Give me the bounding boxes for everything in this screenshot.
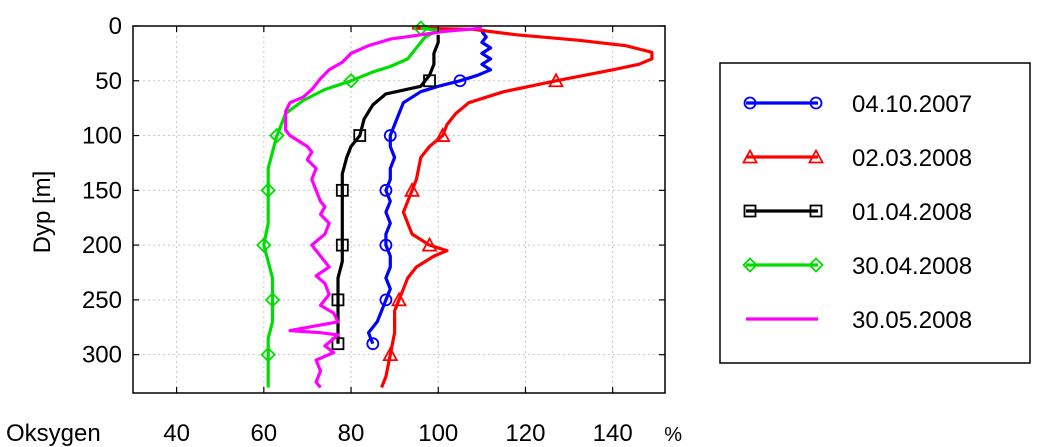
series-line: [336, 34, 440, 344]
legend-marker: [809, 96, 823, 110]
series-marker: [353, 129, 367, 142]
series-marker: [256, 237, 272, 253]
series-marker: [269, 127, 285, 144]
series-marker: [343, 73, 359, 89]
series-marker: [547, 72, 564, 88]
y-tick-label: 100: [82, 123, 122, 150]
x-tick-label: 120: [505, 420, 545, 447]
series-marker: [390, 291, 408, 307]
series-marker: [453, 74, 467, 88]
x-tick-label: 60: [250, 420, 277, 447]
x-axis-unit: %: [664, 424, 682, 446]
series-04.10.2007: [366, 30, 493, 351]
legend-label: 30.04.2008: [852, 253, 972, 280]
legend-marker: [808, 257, 824, 273]
x-tick-label: 40: [163, 420, 190, 447]
legend-entry: 30.05.2008: [746, 307, 972, 334]
legend: 04.10.2007 02.03.2008 01.04.2008 30.04.2008…: [719, 62, 1031, 364]
legend-marker: [741, 148, 759, 164]
series-marker: [366, 337, 380, 351]
y-tick-label: 250: [82, 287, 122, 314]
series-marker: [331, 293, 345, 307]
y-tick-label: 200: [82, 232, 122, 259]
legend-entry: 01.04.2008: [743, 199, 972, 226]
x-axis-label: Oksygen: [6, 420, 101, 447]
series-30.04.2008: [256, 20, 440, 388]
series-marker: [260, 346, 276, 363]
legend-label: 01.04.2008: [852, 199, 972, 226]
series-marker: [404, 181, 421, 197]
series-marker: [335, 238, 349, 252]
y-tick-label: 0: [109, 13, 122, 40]
series-line: [262, 26, 440, 388]
legend-label: 02.03.2008: [852, 145, 972, 172]
legend-entry: 04.10.2007: [743, 91, 972, 118]
y-tick-label: 150: [82, 177, 122, 204]
series-marker: [379, 238, 393, 252]
series-marker: [421, 236, 438, 252]
series-marker: [423, 74, 436, 88]
series-marker: [383, 129, 397, 142]
series-line: [380, 26, 654, 389]
legend-box: [719, 62, 1031, 364]
series-01.04.2008: [331, 34, 440, 351]
x-tick-label: 140: [593, 420, 633, 447]
legend-marker: [809, 204, 823, 218]
series-marker: [335, 183, 349, 197]
legend-marker: [742, 257, 758, 273]
legend-marker: [743, 204, 757, 218]
legend-label: 04.10.2007: [852, 91, 972, 118]
series-marker: [379, 293, 393, 307]
legend-entry: 02.03.2008: [741, 145, 972, 172]
plot-frame: [132, 25, 666, 394]
y-tick-label: 50: [95, 68, 122, 95]
series-line: [366, 30, 493, 345]
x-tick-label: 100: [418, 420, 458, 447]
y-tick-label: 300: [82, 342, 122, 369]
legend-label: 30.05.2008: [852, 307, 972, 334]
series-marker: [434, 127, 451, 142]
series-marker: [379, 183, 393, 197]
series-marker: [260, 182, 276, 199]
series-02.03.2008: [380, 26, 654, 389]
legend-marker: [807, 148, 825, 164]
series-marker: [264, 292, 281, 308]
y-axis-label: Dyp [m]: [29, 171, 56, 254]
series-line: [284, 26, 483, 389]
grid-lines: [133, 25, 665, 393]
axis-ticks: 40 60 80 100 120 140 0 50 100 150 200 250 300: [82, 13, 665, 447]
legend-marker: [743, 96, 757, 110]
series-30.05.2008: [284, 26, 483, 389]
series-marker: [331, 337, 345, 351]
series-marker: [382, 346, 399, 362]
x-tick-label: 80: [338, 420, 365, 447]
plot-series: [256, 20, 654, 389]
legend-entry: 30.04.2008: [742, 253, 972, 280]
